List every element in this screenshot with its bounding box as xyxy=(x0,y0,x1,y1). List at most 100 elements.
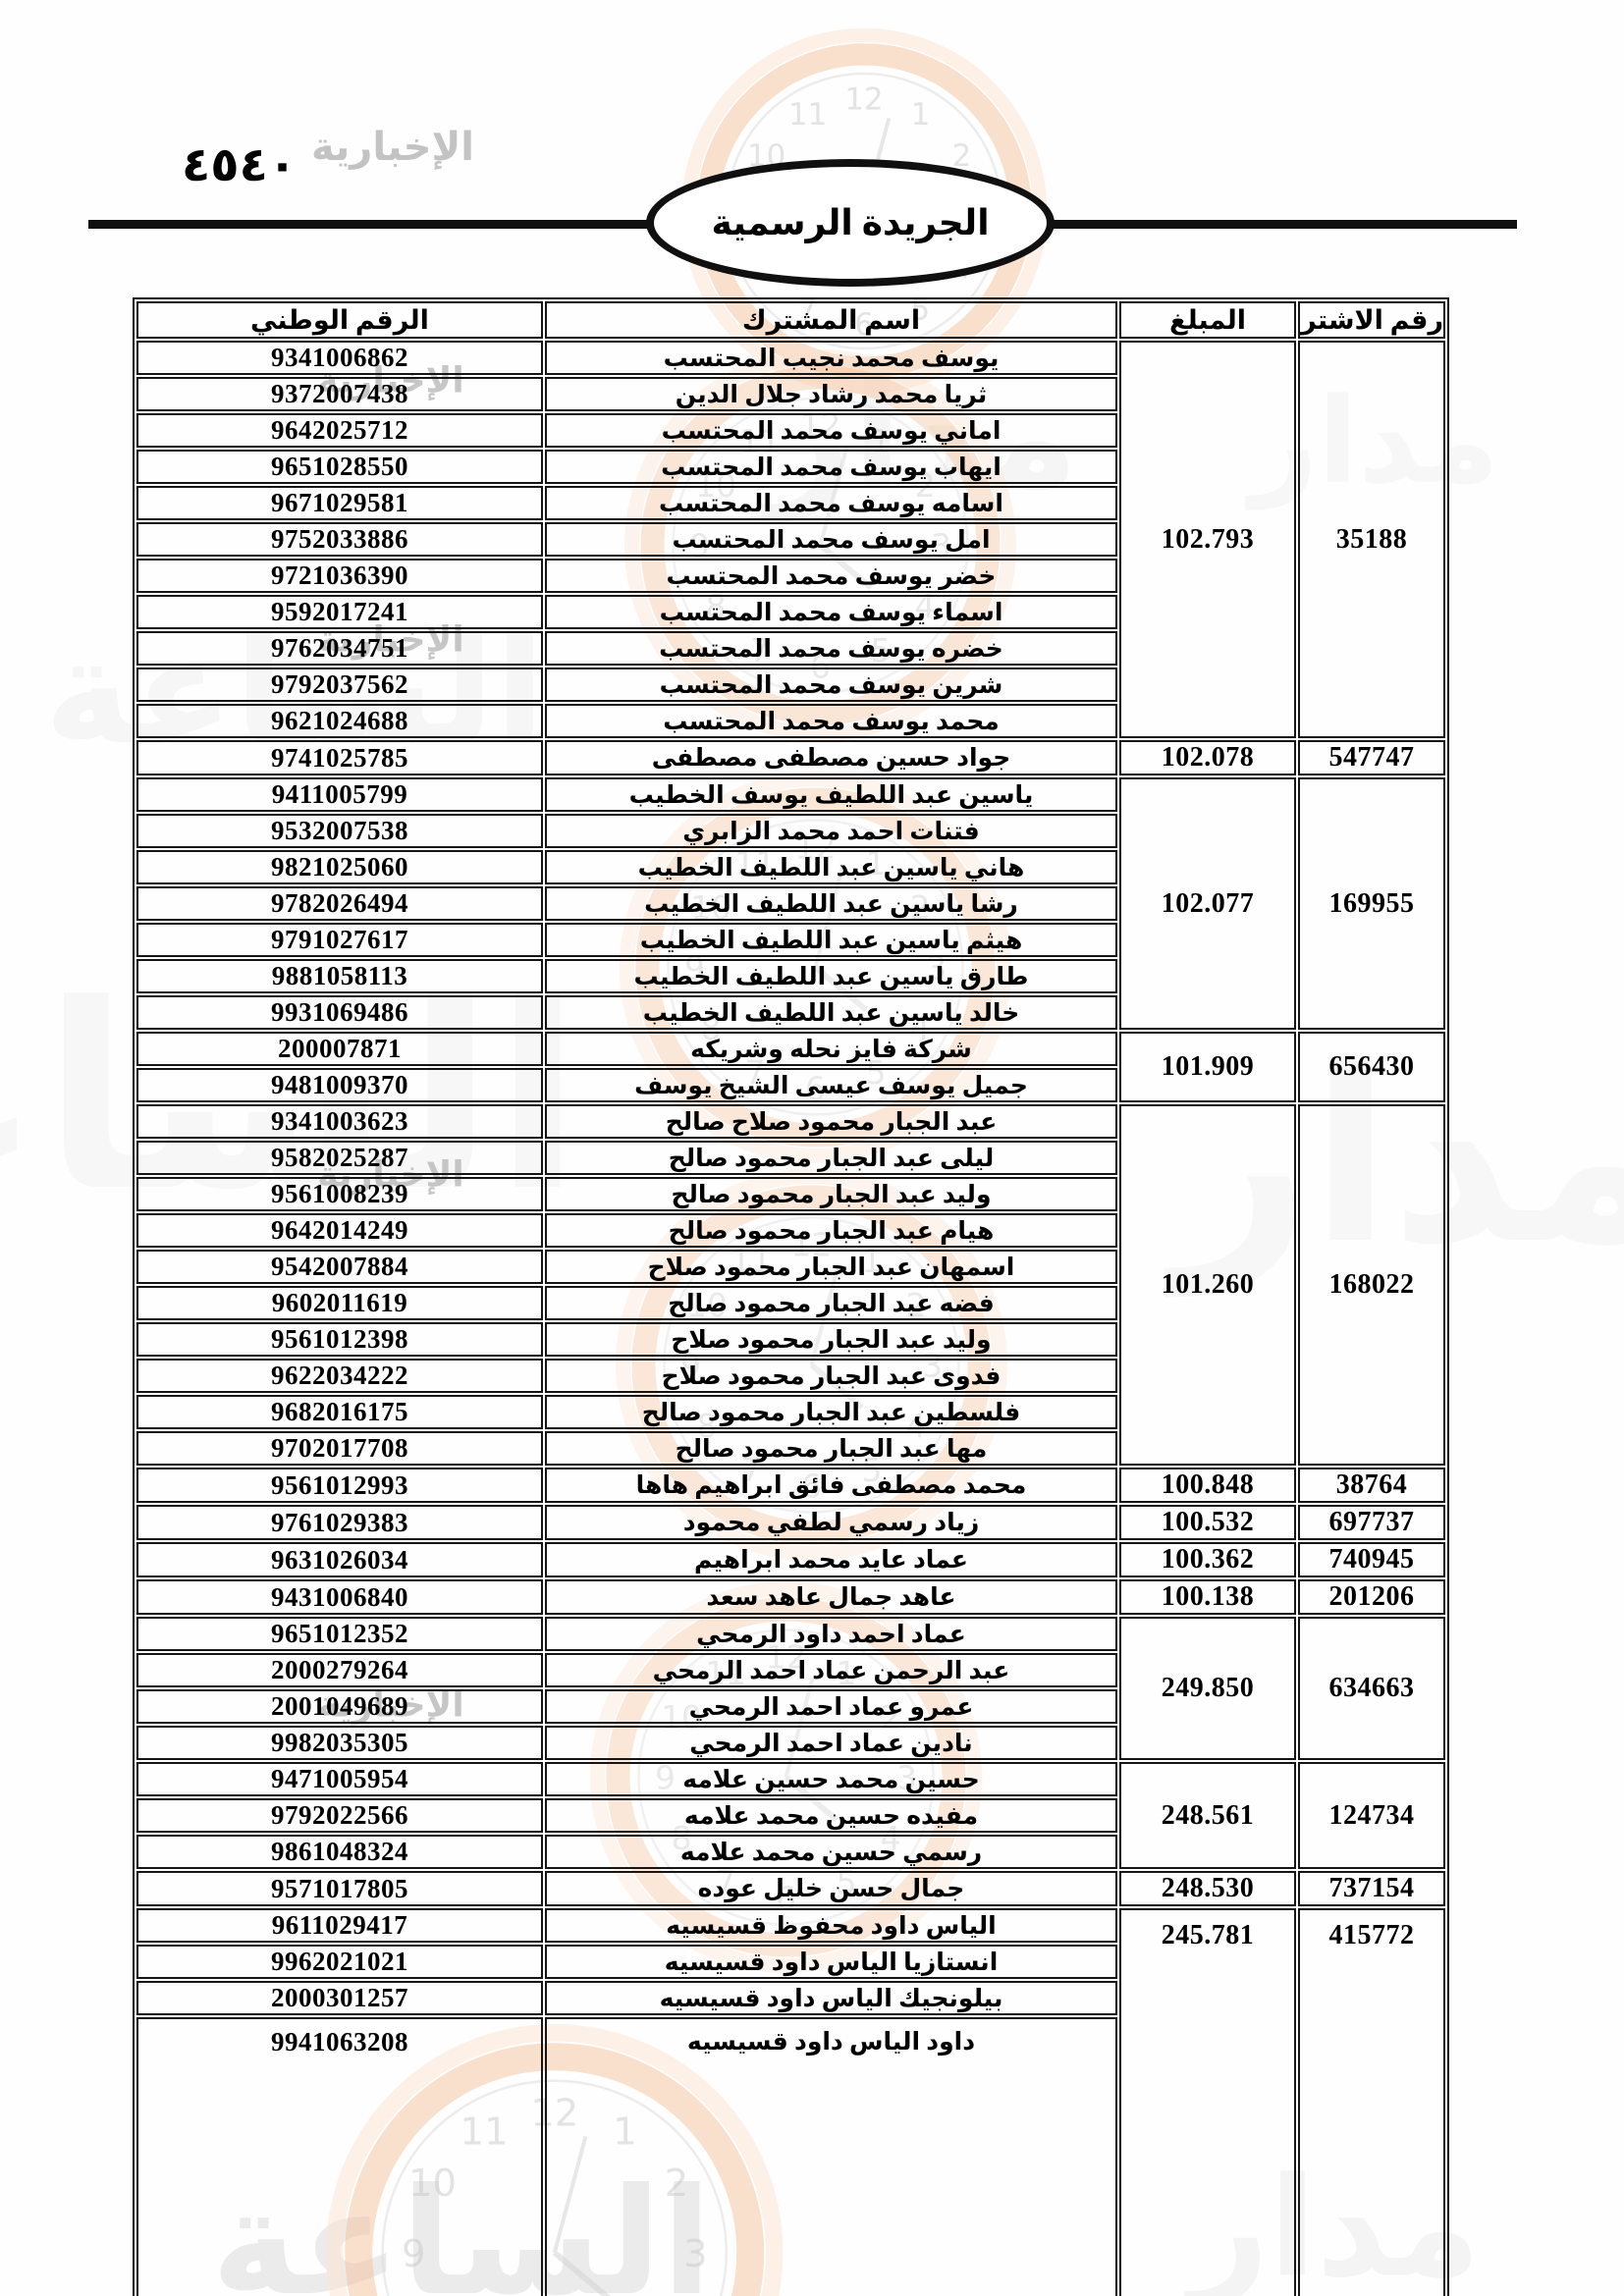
table-row: 697737 100.532 زياد رسمي لطفي محمود 9761029… xyxy=(136,1505,1445,1540)
table-row: خضره يوسف محمد المحتسب 9762034751 xyxy=(136,631,1445,666)
national-id-cell: 9651028550 xyxy=(136,450,543,484)
subscriber-name-cell: اسماء يوسف محمد المحتسب xyxy=(545,595,1117,629)
svg-text:11: 11 xyxy=(788,97,827,133)
subscriber-name-cell: يوسف محمد نجيب المحتسب xyxy=(545,341,1117,375)
national-id-cell: 9782026494 xyxy=(136,886,543,921)
table-row: خضر يوسف محمد المحتسب 9721036390 xyxy=(136,559,1445,593)
subscription-no-cell: 697737 xyxy=(1298,1505,1445,1540)
amount-cell: 102.078 xyxy=(1119,740,1296,775)
subscriber-name-cell: خالد ياسين عبد اللطيف الخطيب xyxy=(545,995,1117,1030)
national-id-cell: 9721036390 xyxy=(136,559,543,593)
table-row: اماني يوسف محمد المحتسب 9642025712 xyxy=(136,413,1445,448)
national-id-cell: 9671029581 xyxy=(136,486,543,520)
table-row: 35188 102.793 يوسف محمد نجيب المحتسب 934100… xyxy=(136,341,1445,738)
national-id-cell: 9561008239 xyxy=(136,1177,543,1211)
subscription-no-cell: 547747 xyxy=(1298,740,1445,775)
national-id-cell: 9791027617 xyxy=(136,923,543,957)
subscriber-name-cell: اسامه يوسف محمد المحتسب xyxy=(545,486,1117,520)
subscriber-name-cell: خضره يوسف محمد المحتسب xyxy=(545,631,1117,666)
table-row: 168022 101.260 عبد الجبار محمود صلاح صالح 9… xyxy=(136,1104,1445,1466)
subscriber-name-cell: اماني يوسف محمد المحتسب xyxy=(545,413,1117,448)
subscriber-name-cell: عماد عايد محمد ابراهيم xyxy=(545,1542,1117,1577)
table-row: شرين يوسف محمد المحتسب 9792037562 xyxy=(136,667,1445,702)
table-row: 415772 245.781 الياس داود محفوظ قسيسيه 9611… xyxy=(136,1908,1445,2296)
subscriber-name-cell: هيثم ياسين عبد اللطيف الخطيب xyxy=(545,923,1117,957)
amount-cell: 249.850 xyxy=(1119,1617,1296,1760)
amount-cell: 102.077 xyxy=(1119,777,1296,1030)
table-row: وليد عبد الجبار محمود صالح 9561008239 xyxy=(136,1177,1445,1211)
amount-cell: 100.138 xyxy=(1119,1579,1296,1615)
subscription-no-cell: 35188 xyxy=(1298,341,1445,738)
subscription-no-cell: 168022 xyxy=(1298,1104,1445,1466)
national-id-cell: 9411005799 xyxy=(136,777,543,812)
national-id-cell: 9982035305 xyxy=(136,1726,543,1760)
table-row: بيلونجيك الياس داود قسيسيه 2000301257 xyxy=(136,1981,1445,2015)
national-id-cell: 9631026034 xyxy=(136,1542,543,1577)
table-row: وليد عبد الجبار محمود صلاح 9561012398 xyxy=(136,1322,1445,1357)
amount-cell: 100.362 xyxy=(1119,1542,1296,1577)
subscriber-name-cell: ثريا محمد رشاد جلال الدين xyxy=(545,377,1117,411)
subscriber-name-cell: عمرو عماد احمد الرمحي xyxy=(545,1689,1117,1724)
svg-text:1: 1 xyxy=(911,97,931,133)
gazette-banner-title: الجريدة الرسمية xyxy=(711,203,990,242)
table-row: فدوى عبد الجبار محمود صلاح 9622034222 xyxy=(136,1359,1445,1393)
table-row: خالد ياسين عبد اللطيف الخطيب 9931069486 xyxy=(136,995,1445,1030)
subscriber-name-cell: عبد الرحمن عماد احمد الرمحي xyxy=(545,1653,1117,1687)
amount-cell: 100.532 xyxy=(1119,1505,1296,1540)
subscription-no-cell: 169955 xyxy=(1298,777,1445,1030)
table-row: فلسطين عبد الجبار محمود صالح 9682016175 xyxy=(136,1395,1445,1429)
subscriber-name-cell: فدوى عبد الجبار محمود صلاح xyxy=(545,1359,1117,1393)
amount-cell: 102.793 xyxy=(1119,341,1296,738)
national-id-cell: 9471005954 xyxy=(136,1762,543,1796)
table-row: فضه عبد الجبار محمود صالح 9602011619 xyxy=(136,1286,1445,1320)
subscription-no-cell: 737154 xyxy=(1298,1871,1445,1906)
table-row: 656430 101.909 شركة فايز نحله وشريكه 200007… xyxy=(136,1032,1445,1102)
national-id-cell: 2001049689 xyxy=(136,1689,543,1724)
national-id-cell: 9752033886 xyxy=(136,522,543,557)
table-row: امل يوسف محمد المحتسب 9752033886 xyxy=(136,522,1445,557)
national-id-cell: 9561012993 xyxy=(136,1468,543,1503)
table-row: ليلى عبد الجبار محمود صالح 9582025287 xyxy=(136,1141,1445,1175)
subscriber-name-cell: زياد رسمي لطفي محمود xyxy=(545,1505,1117,1540)
national-id-cell: 9741025785 xyxy=(136,740,543,775)
table-row: اسامه يوسف محمد المحتسب 9671029581 xyxy=(136,486,1445,520)
subscription-no-cell: 415772 xyxy=(1298,1908,1445,2296)
national-id-cell: 200007871 xyxy=(136,1032,543,1066)
table-header-row: رقم الاشتراك المبلغ اسم المشترك الرقم ال… xyxy=(136,301,1445,339)
subscriber-name-cell: مها عبد الجبار محمود صالح xyxy=(545,1431,1117,1466)
national-id-cell: 9931069486 xyxy=(136,995,543,1030)
table-row: عمرو عماد احمد الرمحي 2001049689 xyxy=(136,1689,1445,1724)
subscriber-name-cell: عماد احمد داود الرمحي xyxy=(545,1617,1117,1651)
national-id-cell: 9962021021 xyxy=(136,1945,543,1979)
national-id-cell: 9602011619 xyxy=(136,1286,543,1320)
subscriber-name-cell: عبد الجبار محمود صلاح صالح xyxy=(545,1104,1117,1139)
national-id-cell: 9542007884 xyxy=(136,1250,543,1284)
national-id-cell: 9861048324 xyxy=(136,1835,543,1869)
subscriber-name-cell: هيام عبد الجبار محمود صالح xyxy=(545,1213,1117,1248)
gazette-banner: الجريدة الرسمية xyxy=(646,159,1055,287)
national-id-cell: 9431006840 xyxy=(136,1579,543,1615)
national-id-cell: 2000301257 xyxy=(136,1981,543,2015)
subscription-no-cell: 124734 xyxy=(1298,1762,1445,1869)
national-id-cell: 9481009370 xyxy=(136,1068,543,1102)
subscriber-name-cell: هاني ياسين عبد اللطيف الخطيب xyxy=(545,850,1117,884)
watermark-brand-word: الإخبارية xyxy=(311,125,474,170)
table-row: اسمهان عبد الجبار محمود صلاح 9542007884 xyxy=(136,1250,1445,1284)
table-row: اسماء يوسف محمد المحتسب 9592017241 xyxy=(136,595,1445,629)
table-row: 169955 102.077 ياسين عبد اللطيف يوسف الخطي… xyxy=(136,777,1445,1030)
national-id-cell: 9792022566 xyxy=(136,1798,543,1833)
column-header-national-id: الرقم الوطني xyxy=(136,301,543,339)
subscriber-name-cell: امل يوسف محمد المحتسب xyxy=(545,522,1117,557)
national-id-cell: 9341003623 xyxy=(136,1104,543,1139)
table-row: عبد الرحمن عماد احمد الرمحي 2000279264 xyxy=(136,1653,1445,1687)
subscriber-name-cell: ليلى عبد الجبار محمود صالح xyxy=(545,1141,1117,1175)
national-id-cell: 9622034222 xyxy=(136,1359,543,1393)
national-id-cell: 9592017241 xyxy=(136,595,543,629)
national-id-cell: 9372007438 xyxy=(136,377,543,411)
subscriber-name-cell: جمال حسن خليل عوده xyxy=(545,1871,1117,1906)
subscriber-name-cell: ياسين عبد اللطيف يوسف الخطيب xyxy=(545,777,1117,812)
subscriber-name-cell: ايهاب يوسف محمد المحتسب xyxy=(545,450,1117,484)
national-id-cell: 9582025287 xyxy=(136,1141,543,1175)
table-row: مفيده حسين محمد علامه 9792022566 xyxy=(136,1798,1445,1833)
